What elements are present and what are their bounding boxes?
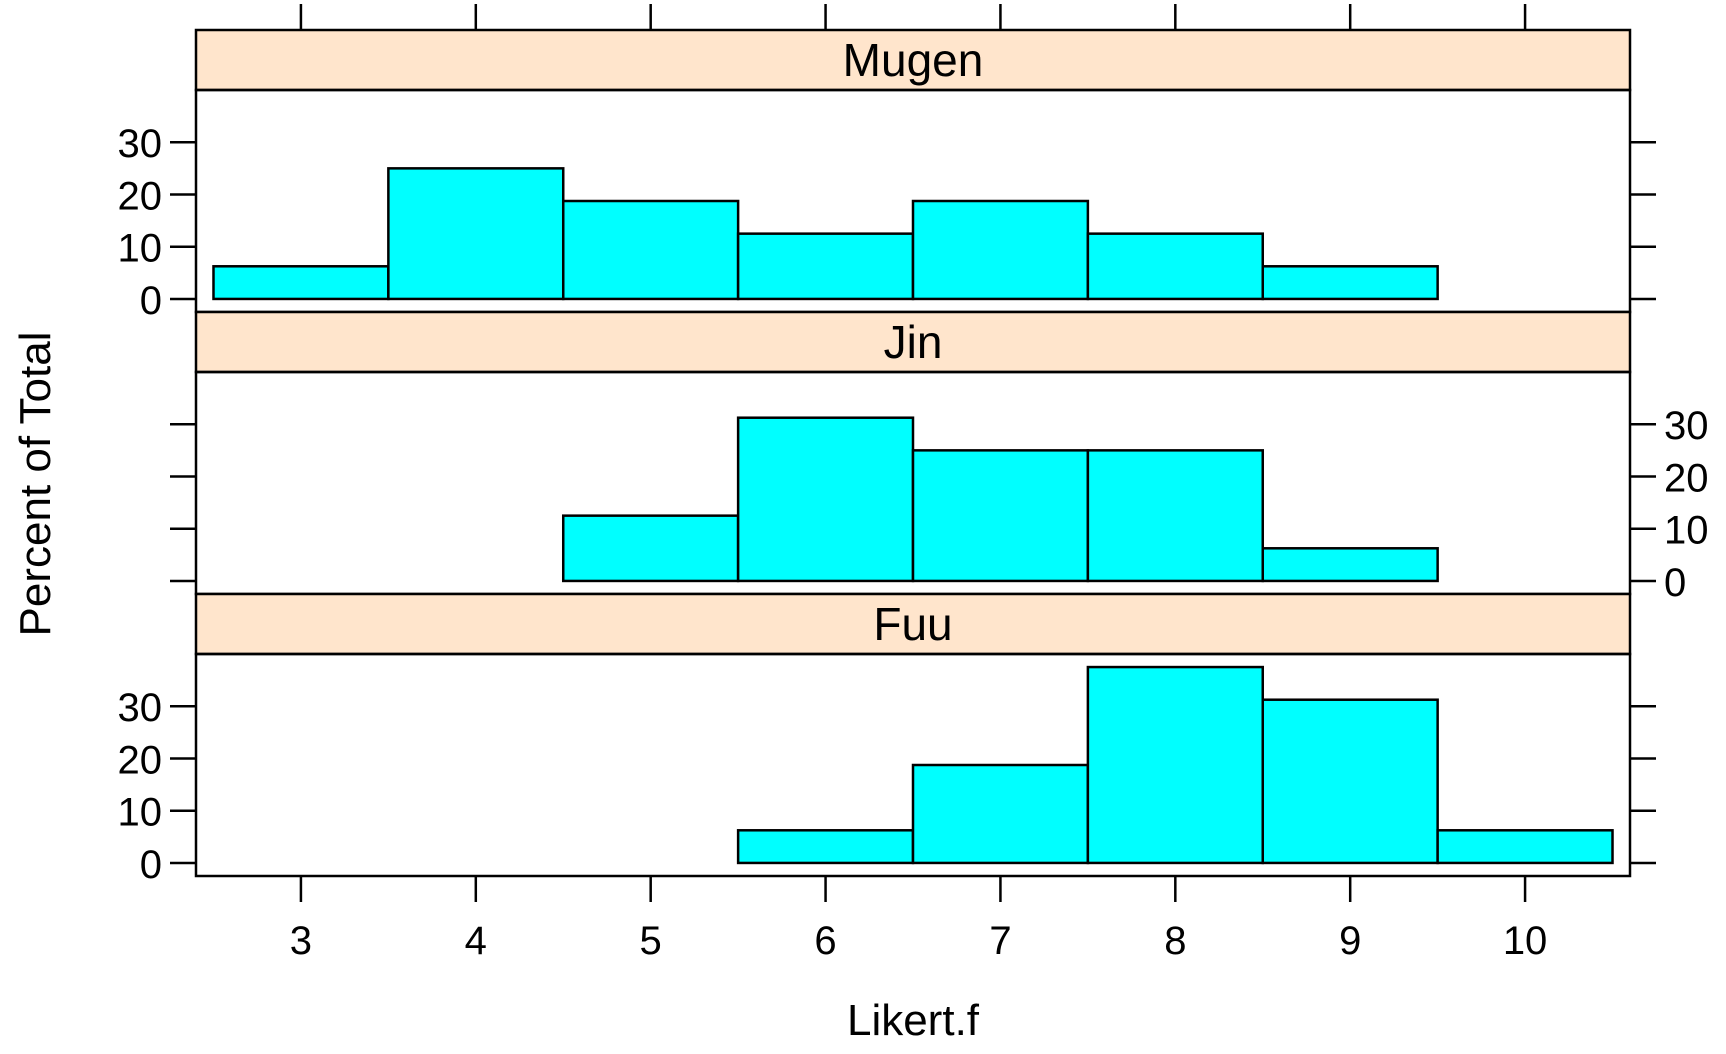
x-tick-label: 9 <box>1339 919 1361 963</box>
strip-jin <box>194 310 1632 374</box>
bar-fuu-8 <box>1086 665 1265 865</box>
y-tick-label: 30 <box>118 122 163 166</box>
panels-group: Mugen 0 10 20 30 Jin 0 10 20 30 Fuu 0 10 20 30 <box>118 28 1709 887</box>
strip-label-mugen: Mugen <box>843 34 984 86</box>
bar-mugen-5 <box>561 199 740 301</box>
y-tick-label: 30 <box>1664 404 1709 448</box>
bar-fuu-10 <box>1436 829 1614 865</box>
y-tick-label: 10 <box>118 791 163 835</box>
bar-jin-6 <box>736 416 915 583</box>
x-tick-label: 8 <box>1164 919 1186 963</box>
y-tick-label: 20 <box>118 738 163 782</box>
y-tick-label: 20 <box>1664 456 1709 500</box>
panel-jin: Jin 0 10 20 30 <box>170 310 1709 605</box>
y-tick-label: 20 <box>118 174 163 218</box>
y-tick-label: 10 <box>1664 509 1709 553</box>
bar-jin-9 <box>1261 547 1439 583</box>
x-tick-label: 4 <box>465 919 487 963</box>
strip-label-fuu: Fuu <box>873 598 952 650</box>
bar-jin-7 <box>911 449 1090 583</box>
outer-axes: 3 4 5 6 7 8 9 10 <box>290 4 1548 963</box>
bar-fuu-9 <box>1261 698 1439 865</box>
y-tick-label: 30 <box>118 686 163 730</box>
y-tick-label: 0 <box>140 279 162 323</box>
x-tick-label: 10 <box>1503 919 1548 963</box>
y-tick-label: 10 <box>118 227 163 271</box>
bar-fuu-7 <box>911 763 1090 865</box>
bar-mugen-6 <box>736 232 915 301</box>
bar-mugen-8 <box>1086 232 1265 301</box>
bar-fuu-6 <box>736 829 915 865</box>
plot-frame-fuu <box>194 652 1632 878</box>
panel-fuu: Fuu 0 10 20 30 <box>118 592 1656 887</box>
bar-jin-8 <box>1086 449 1265 583</box>
panel-mugen: Mugen 0 10 20 30 <box>118 28 1656 323</box>
bar-jin-5 <box>561 514 740 583</box>
bar-mugen-7 <box>911 199 1090 301</box>
bar-mugen-4 <box>387 167 565 301</box>
strip-label-jin: Jin <box>884 316 943 368</box>
strip-mugen <box>194 28 1632 92</box>
x-tick-label: 5 <box>640 919 662 963</box>
x-axis-label: Likert.f <box>847 996 980 1045</box>
bar-mugen-3 <box>212 265 390 301</box>
x-tick-label: 7 <box>989 919 1011 963</box>
y-axis-label: Percent of Total <box>11 332 60 637</box>
y-tick-label: 0 <box>1664 561 1686 605</box>
bar-mugen-9 <box>1261 265 1439 301</box>
x-tick-label: 6 <box>814 919 836 963</box>
y-tick-label: 0 <box>140 843 162 887</box>
x-tick-label: 3 <box>290 919 312 963</box>
strip-fuu <box>194 592 1632 656</box>
